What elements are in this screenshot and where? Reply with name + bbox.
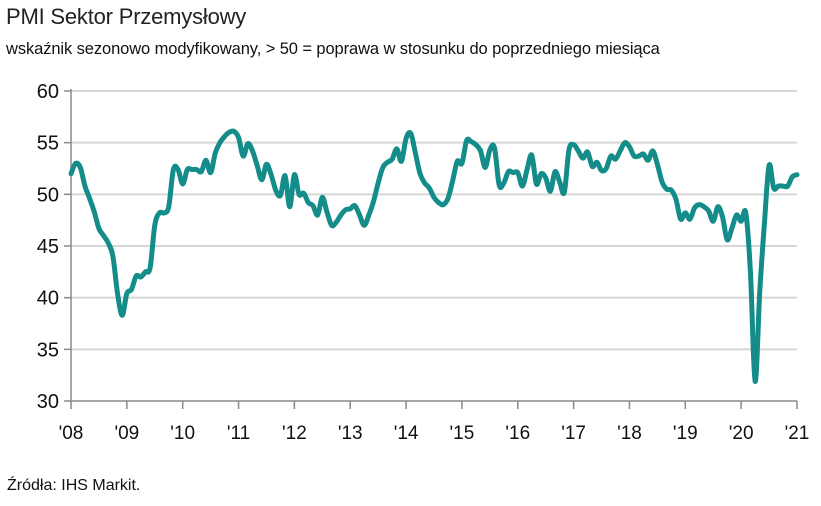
chart-subtitle: wskaźnik sezonowo modyfikowany, > 50 = p… <box>6 40 660 58</box>
chart-title: PMI Sektor Przemysłowy <box>6 4 247 29</box>
x-tick-label: '16 <box>505 423 530 444</box>
x-tick-label: '14 <box>394 423 419 444</box>
y-axis-ticks: 30 35 40 45 50 55 60 <box>37 81 71 413</box>
x-tick-label: '10 <box>170 423 195 444</box>
y-tick-label: 35 <box>37 339 59 361</box>
y-tick-label: 50 <box>37 184 59 206</box>
x-tick-label: '21 <box>785 423 810 444</box>
x-axis-ticks: '08 '09 '10 '11 '12 '13 '14 '15 '16 '17 '18 '19 '20 '… <box>59 401 810 444</box>
x-tick-label: '15 <box>450 423 475 444</box>
x-tick-label: '20 <box>729 423 754 444</box>
x-tick-label: '11 <box>227 423 250 444</box>
y-tick-label: 55 <box>37 133 59 155</box>
y-tick-label: 40 <box>37 288 59 310</box>
x-tick-label: '09 <box>114 423 139 444</box>
x-tick-label: '18 <box>617 423 642 444</box>
x-tick-label: '19 <box>673 423 698 444</box>
y-tick-label: 45 <box>37 236 59 258</box>
x-tick-label: '13 <box>338 423 363 444</box>
y-tick-label: 60 <box>37 81 59 103</box>
x-tick-label: '17 <box>561 423 586 444</box>
series-group <box>68 128 800 384</box>
x-tick-label: '08 <box>59 423 84 444</box>
series-line-pmi <box>68 128 800 384</box>
source-note: Źródła: IHS Markit. <box>7 477 141 494</box>
x-tick-label: '12 <box>282 423 307 444</box>
y-tick-label: 30 <box>37 391 59 413</box>
